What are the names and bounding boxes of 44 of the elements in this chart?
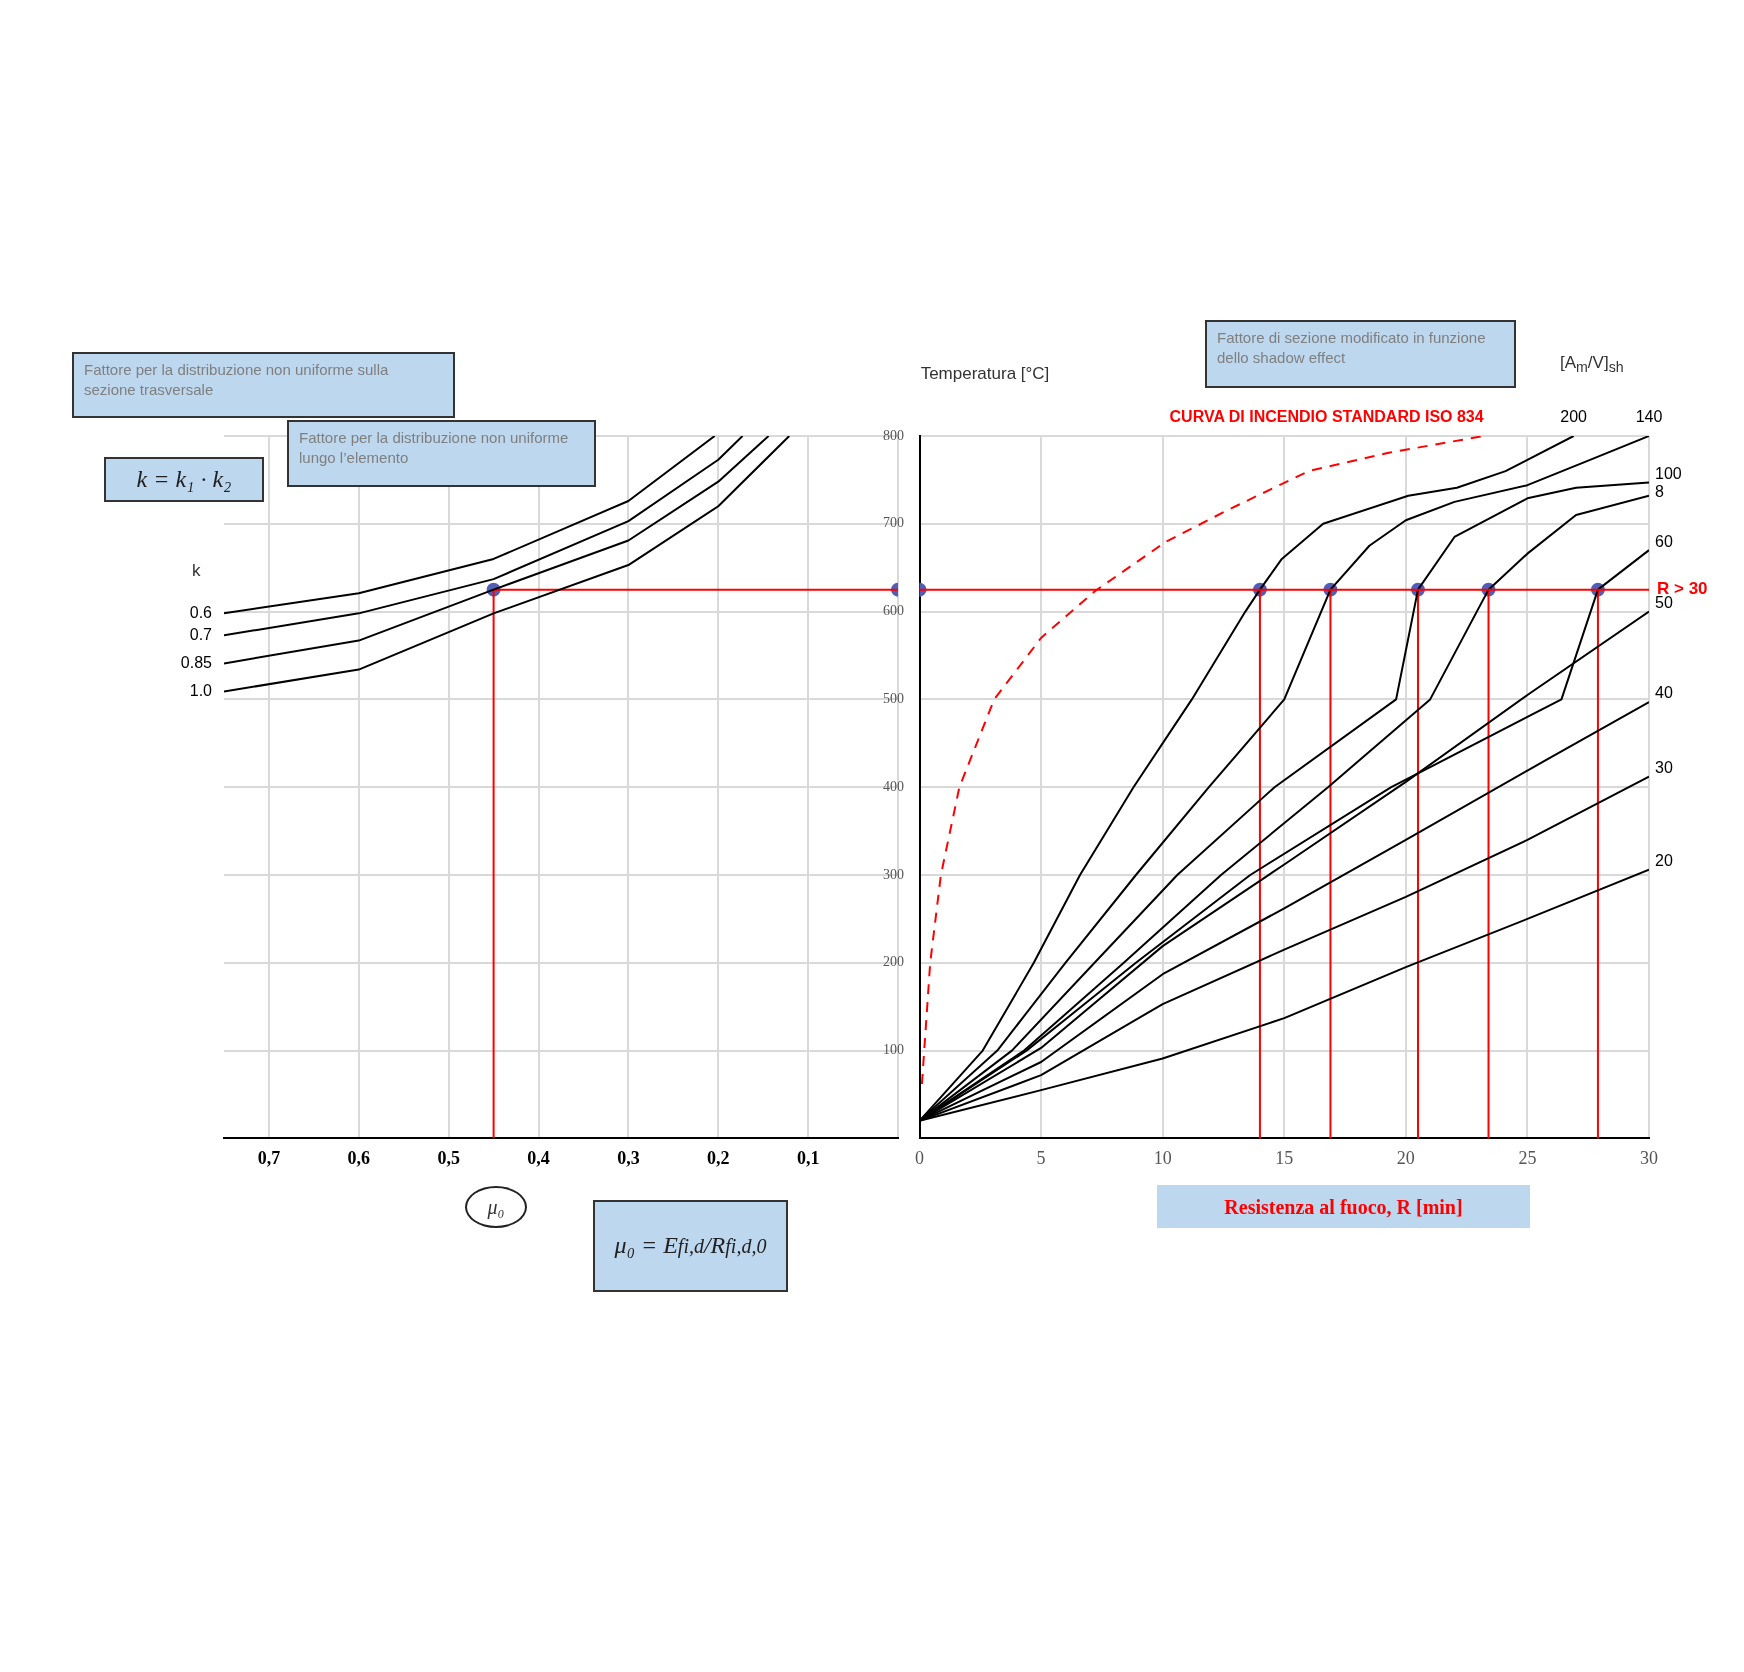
series-label: CURVA DI INCENDIO STANDARD ISO 834 bbox=[1169, 408, 1484, 426]
x-tick-label: 0,7 bbox=[257, 1147, 281, 1168]
y-tick-label: 200 bbox=[883, 954, 904, 970]
y-tick-label: 100 bbox=[883, 1042, 904, 1058]
x-tick-label: 10 bbox=[1153, 1147, 1172, 1168]
series-label: 30 bbox=[1655, 759, 1673, 777]
y-tick-label: 600 bbox=[883, 603, 904, 619]
x-tick-label: 0,2 bbox=[707, 1147, 730, 1168]
y-tick-label: 400 bbox=[883, 778, 904, 794]
text: [A$_{m}$/V]$_{sh}$ bbox=[1560, 352, 1624, 377]
x-tick-label: 0 bbox=[915, 1147, 924, 1168]
series-label: 100 bbox=[1655, 464, 1682, 482]
x-axis-title: Resistenza al fuoco, R [min] bbox=[1157, 1185, 1530, 1228]
x-tick-label: 5 bbox=[1036, 1147, 1046, 1168]
text: k bbox=[192, 560, 201, 582]
y-tick-label: 800 bbox=[883, 427, 904, 443]
series-label: 0.7 bbox=[189, 625, 213, 643]
series-label: 0.85 bbox=[180, 653, 213, 671]
series-label: 8 bbox=[1655, 482, 1664, 500]
series-label: 20 bbox=[1655, 852, 1673, 870]
annotation: Fattore per la distribuzione non uniforme lungo l’elemento bbox=[287, 420, 596, 487]
annotation: k = k₁ · k₂ bbox=[104, 457, 264, 502]
series-label: 200 bbox=[1560, 408, 1588, 426]
y-tick-label: 700 bbox=[883, 515, 904, 531]
series-label: 1.0 bbox=[189, 681, 213, 699]
x-tick-label: 0,4 bbox=[527, 1147, 550, 1168]
series-label: 0.6 bbox=[189, 603, 213, 621]
text: Fattore di sezione modificato in funzione dello shadow effect bbox=[1205, 320, 1516, 388]
x-tick-label: 20 bbox=[1396, 1147, 1415, 1168]
x-tick-label: 0,1 bbox=[796, 1147, 820, 1168]
y-tick-label: 300 bbox=[883, 866, 904, 882]
x-tick-label: 25 bbox=[1518, 1147, 1537, 1168]
text: Fattore per la distribuzione non uniforme sulla sezione trasversale bbox=[72, 352, 455, 418]
series-label: 60 bbox=[1655, 532, 1673, 550]
y-tick-label: 500 bbox=[883, 691, 904, 707]
x-tick-label: 0,3 bbox=[617, 1147, 640, 1168]
x-tick-label: 0,5 bbox=[437, 1147, 460, 1168]
y-axis-title: Temperatura [°C] bbox=[919, 363, 1051, 385]
x-tick-label: 30 bbox=[1640, 1147, 1658, 1168]
series-label: 140 bbox=[1635, 408, 1663, 426]
x-tick-label: 15 bbox=[1275, 1147, 1294, 1168]
series-label: 40 bbox=[1655, 684, 1673, 702]
text: μ₀ bbox=[465, 1186, 527, 1228]
x-tick-label: 0,6 bbox=[347, 1147, 371, 1168]
